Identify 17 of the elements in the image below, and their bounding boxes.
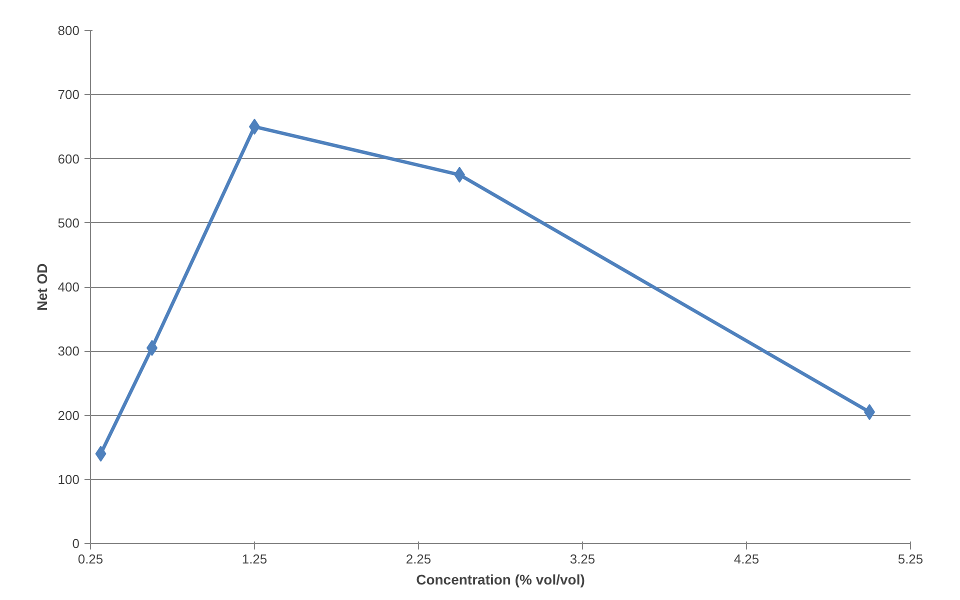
y-tick-label: 800: [58, 23, 80, 38]
y-tick-label: 600: [58, 151, 80, 166]
x-tick-label: 0.25: [78, 552, 104, 566]
y-tick-label: 200: [58, 408, 80, 423]
y-tick-label: 700: [58, 87, 80, 102]
y-tick-label: 500: [58, 215, 80, 230]
x-axis-title: Concentration (% vol/vol): [416, 572, 585, 588]
x-tick-label: 3.25: [570, 552, 596, 566]
y-axis-title: Net OD: [34, 263, 50, 311]
y-tick-label: 0: [72, 536, 80, 551]
x-tick-label: 2.25: [406, 552, 432, 566]
y-tick-label: 100: [58, 472, 80, 487]
x-tick-label: 5.25: [898, 552, 924, 566]
y-tick-label: 400: [58, 280, 80, 294]
x-tick-label: 1.25: [242, 552, 268, 566]
y-tick-label: 300: [58, 344, 80, 359]
x-tick-label: 4.25: [734, 552, 760, 566]
